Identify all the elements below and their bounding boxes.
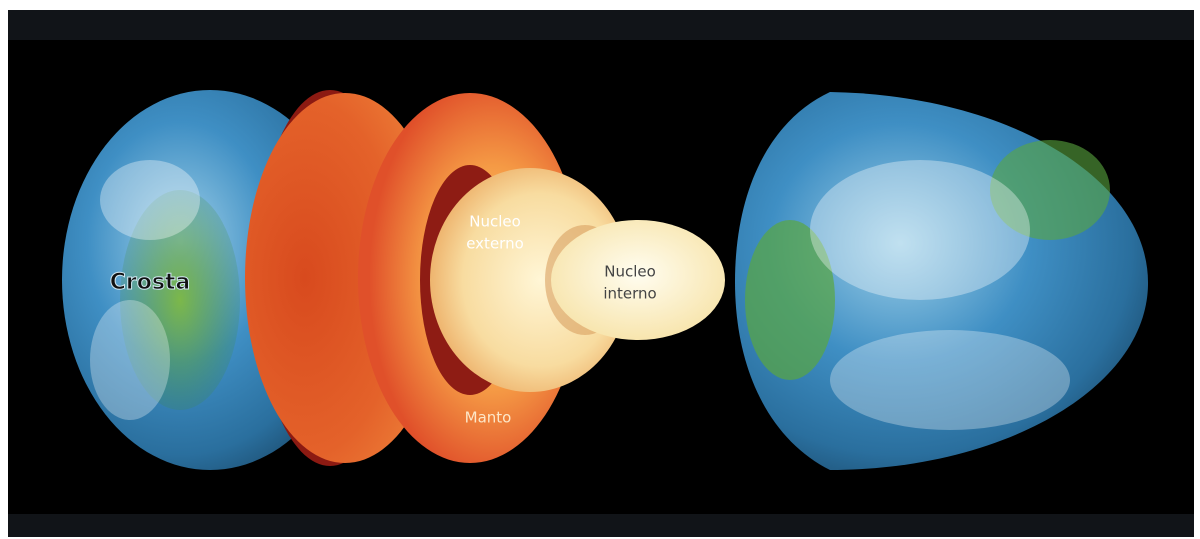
clouds xyxy=(90,300,170,420)
clouds xyxy=(100,160,200,240)
outer-core-label: Nucleo xyxy=(469,213,521,231)
clouds xyxy=(810,160,1030,300)
land xyxy=(120,190,240,410)
inner-core-label: interno xyxy=(603,285,656,303)
land xyxy=(745,220,835,380)
top-band xyxy=(8,10,1194,40)
outer-core xyxy=(430,168,630,392)
clouds xyxy=(830,330,1070,430)
inner-core-label: Nucleo xyxy=(604,263,656,281)
land xyxy=(990,140,1110,240)
outer-core-label: externo xyxy=(466,235,524,253)
inner-core xyxy=(551,220,725,340)
crust-label: Crosta xyxy=(110,270,191,295)
bottom-band xyxy=(8,514,1194,537)
mantle-label: Manto xyxy=(465,409,512,427)
